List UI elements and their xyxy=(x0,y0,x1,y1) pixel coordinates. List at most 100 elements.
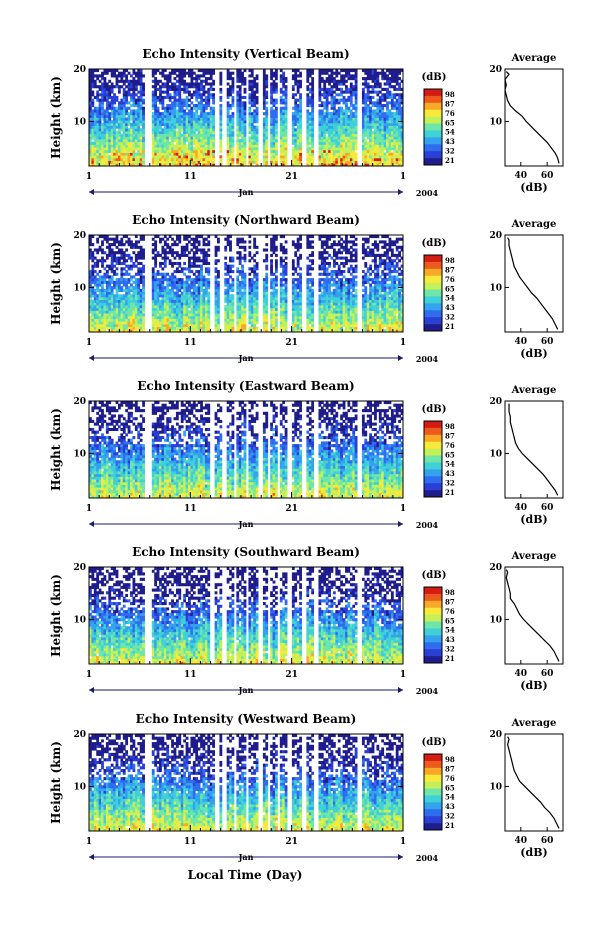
heatmap-cell xyxy=(134,245,138,249)
heatmap-cell xyxy=(188,310,191,314)
heatmap-cell xyxy=(214,291,218,295)
heatmap-cell xyxy=(130,326,133,330)
heatmap-cell xyxy=(175,144,179,148)
heatmap-cell xyxy=(132,152,136,156)
heatmap-cell xyxy=(127,79,131,83)
heatmap-cell xyxy=(154,283,158,287)
heatmap-cell xyxy=(175,251,179,255)
heatmap-cell xyxy=(282,98,286,102)
heatmap-cell xyxy=(134,125,138,129)
heatmap-cell xyxy=(197,310,201,314)
heatmap-cell xyxy=(255,155,259,159)
heatmap-cell xyxy=(137,77,141,81)
heatmap-cell xyxy=(323,147,327,151)
heatmap-cell xyxy=(113,264,116,268)
heatmap-cell xyxy=(347,98,351,102)
heatmap-cell xyxy=(308,112,312,116)
heatmap-cell xyxy=(166,85,170,89)
heatmap-cell xyxy=(137,329,141,333)
heatmap-cell xyxy=(248,128,252,132)
heatmap-cell xyxy=(272,98,276,102)
heatmap-cell xyxy=(105,299,109,303)
heatmap-cell xyxy=(200,235,203,239)
heatmap-cell xyxy=(98,299,102,303)
heatmap-cell xyxy=(192,302,196,306)
heatmap-cell xyxy=(163,106,167,110)
heatmap-cell xyxy=(231,315,235,319)
heatmap-cell xyxy=(262,95,266,100)
heatmap-cell xyxy=(325,69,329,73)
heatmap-cell xyxy=(320,104,324,108)
heatmap-cell xyxy=(188,261,191,266)
heatmap-cell xyxy=(132,147,136,151)
heatmap-cell xyxy=(318,160,322,164)
heatmap-cell xyxy=(98,163,102,167)
heatmap-cell xyxy=(299,79,302,83)
heatmap-cell xyxy=(122,93,126,97)
heatmap-cell xyxy=(96,149,100,153)
heatmap-cell xyxy=(364,155,368,159)
heatmap-cell xyxy=(125,296,129,301)
heatmap-cell xyxy=(134,310,138,314)
heatmap-cell xyxy=(168,313,172,317)
heatmap-cell xyxy=(178,69,182,73)
heatmap-cell xyxy=(130,114,133,118)
heatmap-cell xyxy=(200,82,203,86)
heatmap-cell xyxy=(93,106,97,110)
colorbar-tick-label: 54 xyxy=(445,128,455,137)
heatmap-cell xyxy=(175,155,179,159)
heatmap-cell xyxy=(311,133,315,137)
heatmap-cell xyxy=(274,69,278,73)
y-tick-label: 20 xyxy=(73,65,86,75)
heatmap-cell xyxy=(282,130,286,135)
heatmap-cell xyxy=(117,144,121,148)
heatmap-cell xyxy=(103,157,107,162)
heatmap-cell xyxy=(200,141,203,145)
heatmap-cell xyxy=(139,318,143,322)
heatmap-cell xyxy=(151,112,155,116)
heatmap-cell xyxy=(115,237,119,241)
heatmap-cell xyxy=(200,79,203,83)
heatmap-cell xyxy=(185,307,189,311)
heatmap-cell xyxy=(243,152,247,156)
heatmap-cell xyxy=(202,278,206,282)
heatmap-cell xyxy=(337,149,341,153)
heatmap-cell xyxy=(188,259,191,263)
heatmap-cell xyxy=(156,109,160,113)
heatmap-cell xyxy=(265,101,269,105)
heatmap-cell xyxy=(188,315,191,319)
heatmap-cell xyxy=(139,310,143,314)
heatmap-cell xyxy=(369,69,372,73)
heatmap-cell xyxy=(284,93,288,97)
heatmap-cell xyxy=(188,90,191,94)
heatmap-cell xyxy=(291,147,295,151)
heatmap-cell xyxy=(93,291,97,295)
heatmap-cell xyxy=(178,144,182,148)
heatmap-cell xyxy=(243,136,247,140)
heatmap-cell xyxy=(127,112,131,116)
heatmap-cell xyxy=(332,106,336,110)
heatmap-cell xyxy=(120,251,124,255)
heatmap-cell xyxy=(284,120,288,124)
heatmap-cell xyxy=(332,109,336,113)
heatmap-cell xyxy=(376,117,380,121)
heatmap-cell xyxy=(207,122,211,126)
heatmap-cell xyxy=(335,147,339,151)
heatmap-cell xyxy=(142,90,145,94)
heatmap-cell xyxy=(190,283,194,287)
heatmap-cell xyxy=(320,114,324,118)
heatmap-cell xyxy=(168,302,172,306)
heatmap-cell xyxy=(202,128,206,132)
heatmap-cell xyxy=(132,163,136,167)
heatmap-cell xyxy=(183,299,187,303)
heatmap-cell xyxy=(296,120,300,124)
heatmap-cell xyxy=(168,280,172,284)
heatmap-cell xyxy=(110,267,114,271)
heatmap-cell xyxy=(236,133,240,137)
heatmap-cell xyxy=(125,248,129,252)
heatmap-cell xyxy=(173,296,177,301)
heatmap-cell xyxy=(231,122,235,126)
heatmap-cell xyxy=(117,133,121,137)
heatmap-cell xyxy=(236,130,240,135)
heatmap-cell xyxy=(180,294,184,298)
